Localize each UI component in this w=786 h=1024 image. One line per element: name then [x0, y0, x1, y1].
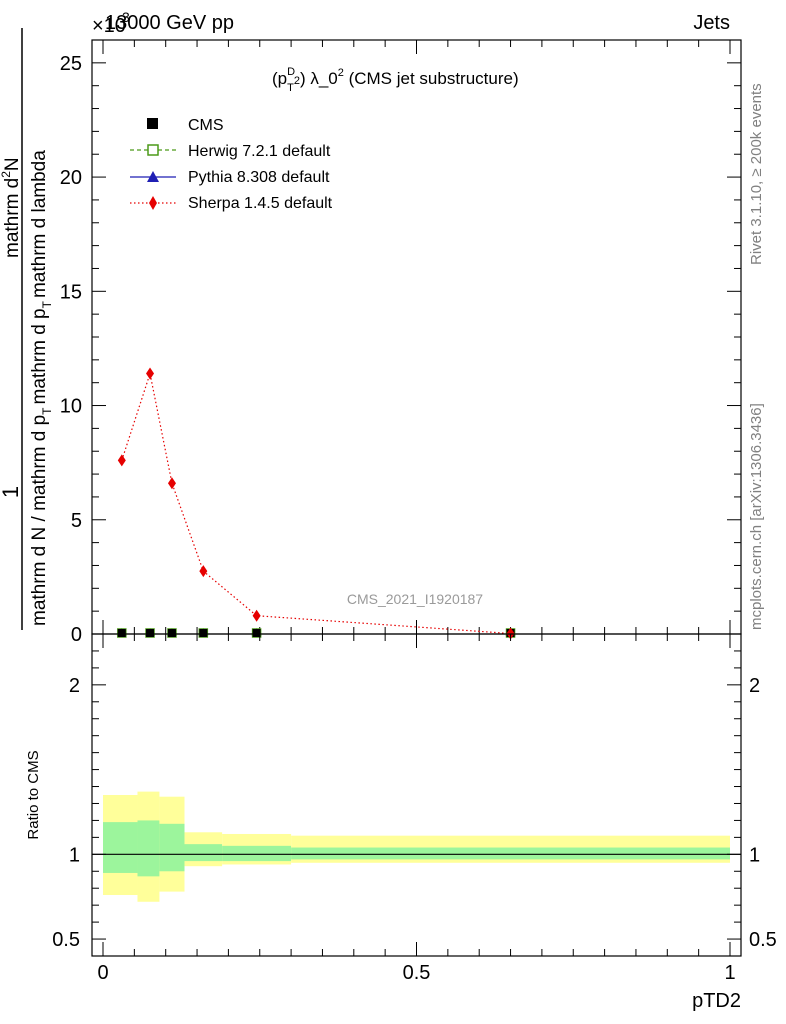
main-y-tick-label: 0	[71, 624, 82, 646]
legend-marker-herwig	[147, 144, 159, 156]
main-y-tick-label: 5	[71, 510, 82, 532]
analysis-watermark: CMS_2021_I1920187	[347, 591, 483, 607]
energy-label: 13000 GeV pp	[105, 12, 234, 34]
sherpa-point	[252, 609, 261, 622]
process-label: Jets	[693, 12, 730, 34]
main-y-tick-label: 20	[60, 167, 82, 189]
ratio-y-tick-label: 1	[69, 844, 80, 866]
ratio-bands	[103, 791, 730, 902]
main-y-tick-label: 10	[60, 396, 82, 418]
legend-label-herwig: Herwig 7.2.1 default	[188, 143, 331, 160]
legend-label-sherpa: Sherpa 1.4.5 default	[188, 195, 333, 212]
ratio-y-tick-label: 2	[69, 675, 80, 697]
ratio-y-tick-label-right: 2	[749, 675, 760, 697]
cms-point	[252, 629, 261, 637]
rivet-label: Rivet 3.1.10, ≥ 200k events	[748, 83, 765, 265]
legend-marker-cms	[147, 118, 158, 129]
sherpa-line	[121, 371, 511, 635]
ratio-panel: 0.5 0.51 12 2 0 0.5 1 Ratio to CMS pTD2	[25, 633, 777, 1012]
cms-point	[146, 629, 155, 637]
mcplots-label: mcplots.cern.ch [arXiv:1306.3436]	[748, 403, 765, 630]
ratio-x-tick-label: 0.5	[403, 962, 431, 984]
main-panel: 0 5 10 15 20 25 CMS_2021_I1920187	[60, 39, 742, 646]
ylabel-denominator: mathrm d N / mathrm d pTmathrm d pTmathr…	[29, 150, 54, 626]
ylabel-top-numerator: mathrm d2N	[0, 157, 23, 258]
main-plot-title: (pD T2) λ_02 (CMS jet substructure)	[272, 66, 519, 94]
ratio-y-tick-label: 0.5	[52, 929, 80, 951]
main-y-tick-label: 15	[60, 281, 82, 303]
cms-point	[199, 629, 208, 637]
sherpa-point	[146, 367, 155, 380]
ratio-inner-band	[103, 822, 138, 873]
sherpa-point	[199, 565, 208, 578]
ratio-xlabel: pTD2	[692, 990, 741, 1012]
main-y-ticks: 0 5 10 15 20 25	[60, 39, 741, 646]
ratio-inner-band	[291, 847, 730, 860]
ratio-inner-band	[137, 820, 160, 877]
legend-marker-pythia	[147, 171, 159, 182]
ratio-y-ticks: 0.5 0.5 1 1 2 2	[52, 650, 777, 951]
legend-marker-sherpa	[149, 196, 157, 210]
main-x-ticks	[102, 40, 731, 634]
main-y-tick-label: 25	[60, 53, 82, 75]
ratio-y-tick-label-right: 1	[749, 844, 760, 866]
ratio-inner-band	[184, 844, 223, 862]
ratio-inner-band	[222, 845, 292, 862]
legend-label-cms: CMS	[188, 117, 224, 134]
ratio-x-tick-label: 0	[97, 962, 108, 984]
main-ylabel: 1 mathrm d N / mathrm d pTmathrm d pTmat…	[0, 28, 54, 630]
ratio-panel-frame	[91, 633, 742, 957]
cms-point	[117, 629, 126, 637]
ratio-y-tick-label-right: 0.5	[749, 929, 777, 951]
ylabel-numerator-one: 1	[0, 486, 23, 498]
ratio-ylabel: Ratio to CMS	[25, 750, 42, 839]
scale-factor: ×10 3	[92, 9, 130, 37]
ratio-inner-band	[159, 823, 185, 872]
cms-point	[167, 629, 176, 637]
ratio-x-tick-label: 1	[724, 962, 735, 984]
legend: CMS Herwig 7.2.1 default Pythia 8.308 de…	[130, 117, 333, 212]
scale-factor-label: ×10	[92, 15, 126, 37]
scale-factor-exponent: 3	[122, 9, 130, 25]
ratio-x-ticks: 0 0.5 1	[97, 634, 736, 984]
legend-label-pythia: Pythia 8.308 default	[188, 169, 330, 186]
sherpa-point	[167, 477, 176, 490]
sherpa-point	[117, 454, 126, 467]
